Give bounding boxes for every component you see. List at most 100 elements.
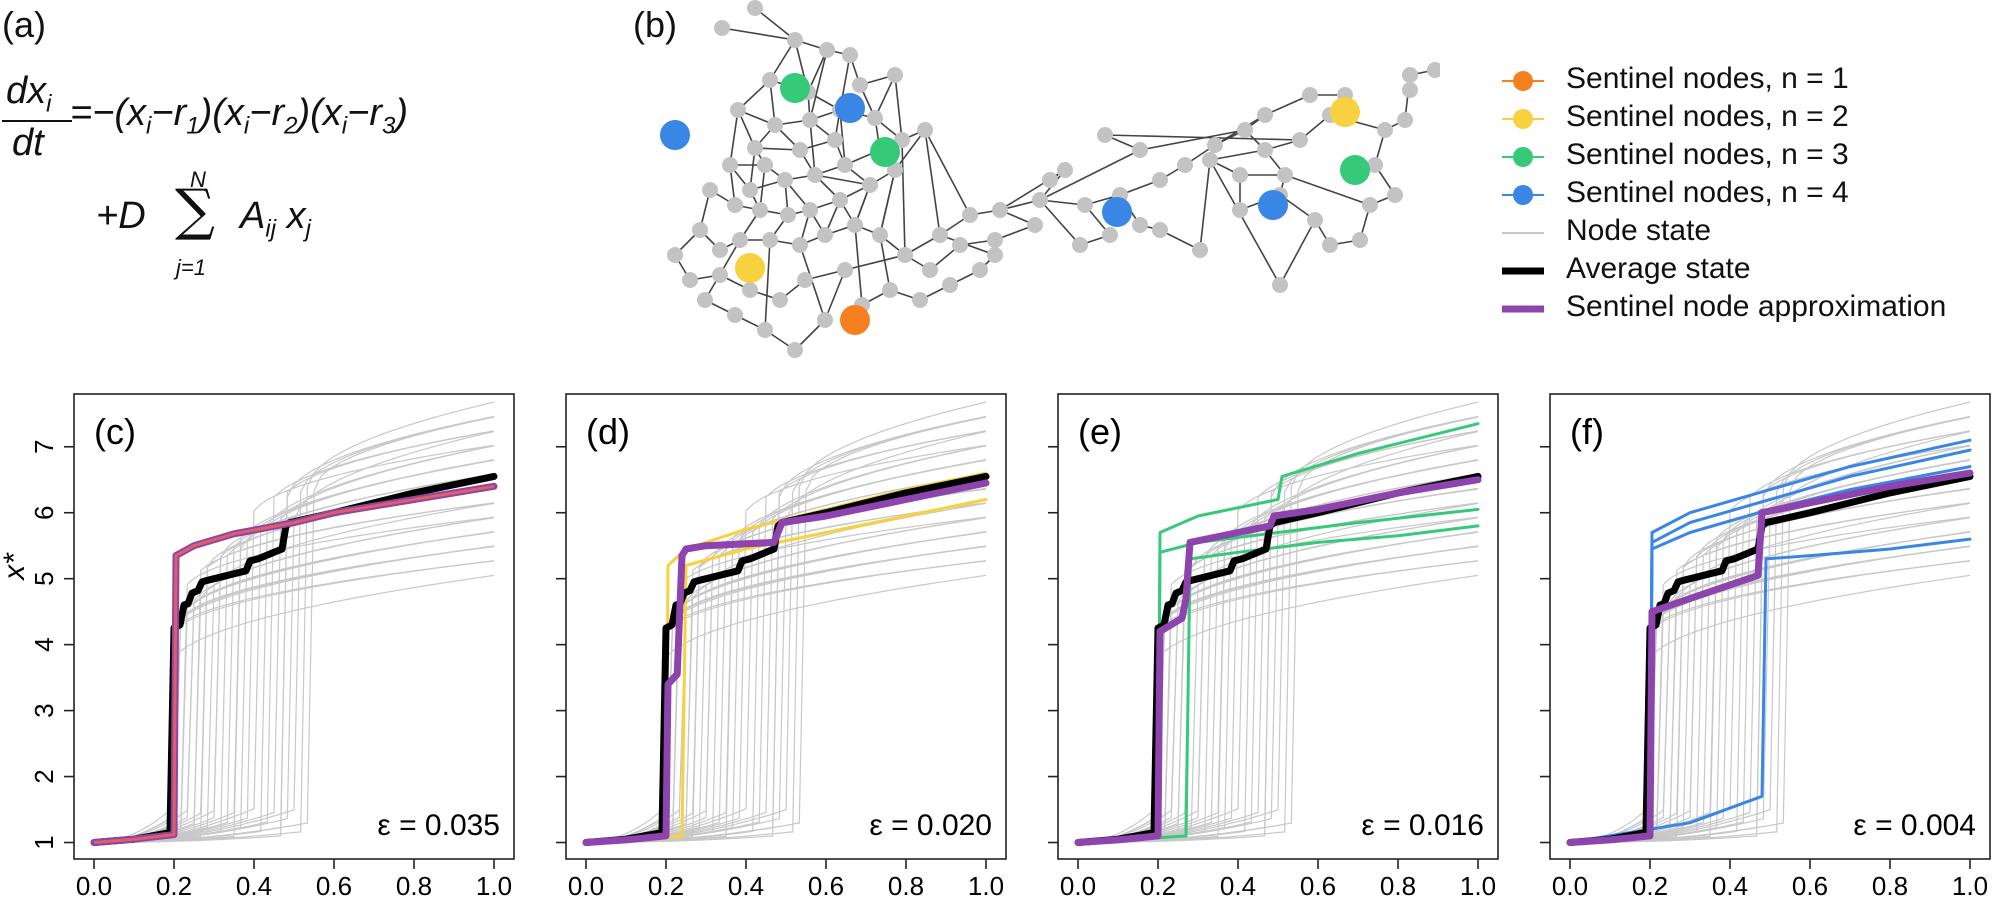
x-tick-label: 1.0: [1952, 871, 1988, 901]
network-node: [897, 247, 913, 263]
legend-line-icon: [1502, 305, 1544, 313]
network-node: [1387, 187, 1403, 203]
network-edge: [809, 119, 816, 176]
network-node: [1427, 62, 1440, 78]
x-tick-label: 0.8: [396, 871, 432, 901]
network-node: [777, 172, 793, 188]
sentinel-node: [1340, 155, 1370, 185]
network-node: [917, 122, 933, 138]
network-node: [742, 182, 758, 198]
x-tick-label: 0.2: [156, 871, 192, 901]
network-node: [1352, 232, 1368, 248]
network-node: [817, 227, 833, 243]
chart-panel-label: (d): [586, 411, 630, 452]
network-node: [1152, 222, 1168, 238]
network-node: [1302, 87, 1318, 103]
network-node: [972, 262, 988, 278]
node-state-line: [585, 546, 987, 844]
network-node: [762, 72, 778, 88]
chart-panel: 0.00.20.40.60.81.0D(e)ε = 0.016: [1048, 393, 1499, 904]
network-node: [1397, 112, 1413, 128]
network-node: [797, 272, 813, 288]
legend-item: Node state: [1500, 214, 2000, 250]
eq-line2-prefix: +D: [96, 195, 146, 237]
eq-sum-lower: j=1: [176, 255, 206, 280]
network-edge: [824, 269, 846, 321]
network-node: [1307, 212, 1323, 228]
network-edge: [1264, 94, 1311, 116]
network-edge: [1284, 174, 1371, 206]
series-line: [1566, 469, 1974, 846]
network-node: [1367, 157, 1383, 173]
series-line: [1074, 476, 1482, 846]
chart-panel-label: (f): [1570, 411, 1604, 452]
network-node: [872, 227, 888, 243]
x-tick-label: 0.6: [1792, 871, 1828, 901]
network-node: [882, 282, 898, 298]
sentinel-node: [735, 253, 765, 283]
network-node: [702, 182, 718, 198]
network-edge: [901, 139, 906, 256]
fraction-bar: [2, 120, 72, 122]
network-node: [697, 292, 713, 308]
sentinel-node: [870, 137, 900, 167]
node-state-line: [93, 560, 495, 844]
node-state-line: [1077, 531, 1479, 844]
network-node: [837, 262, 853, 278]
network-node: [1402, 67, 1418, 83]
network-edge: [1199, 159, 1211, 251]
epsilon-label: ε = 0.016: [1361, 809, 1484, 842]
network-node: [832, 192, 848, 208]
x-tick-label: 0.2: [1140, 871, 1176, 901]
node-state-line: [93, 546, 495, 844]
sentinel-node: [835, 93, 865, 123]
network-node: [1377, 122, 1393, 138]
legend-line-icon: [1502, 232, 1544, 234]
network-graph: [660, 0, 1440, 358]
eq-numerator: dxi: [6, 70, 52, 118]
network-edge: [1139, 129, 1246, 151]
x-tick-label: 0.4: [1220, 871, 1256, 901]
network-node: [692, 222, 708, 238]
network-node: [752, 202, 768, 218]
network-edge: [1279, 219, 1316, 286]
network-node: [722, 157, 738, 173]
network-edge: [1209, 159, 1281, 286]
legend-item: Sentinel nodes, n = 4: [1500, 176, 2000, 212]
legend-label: Sentinel nodes, n = 3: [1566, 138, 1849, 171]
network-node: [912, 292, 928, 308]
network-node: [682, 272, 698, 288]
node-state-line: [94, 416, 495, 844]
x-tick-label: 0.0: [1060, 871, 1096, 901]
y-tick-label: 6: [29, 505, 59, 519]
node-state-line: [93, 531, 495, 844]
network-node: [802, 202, 818, 218]
legend-marker-icon: [1502, 109, 1544, 129]
chart-panel: 0.00.20.40.60.81.0D(f)ε = 0.004: [1540, 393, 1991, 904]
x-tick-label: 0.6: [808, 871, 844, 901]
network-node: [762, 232, 778, 248]
panel-label-a: (a): [2, 4, 46, 45]
network-node: [1102, 227, 1118, 243]
eq-sum-upper: N: [190, 167, 206, 192]
legend-label: Sentinel nodes, n = 1: [1566, 62, 1849, 95]
chart-panel-label: (c): [94, 411, 136, 452]
network-node: [987, 232, 1003, 248]
network-node: [1277, 167, 1293, 183]
legend-marker-icon: [1502, 71, 1544, 91]
network-node: [887, 67, 903, 83]
network-node: [827, 132, 843, 148]
network-node: [732, 232, 748, 248]
node-state-line: [1569, 531, 1971, 844]
network-edge: [814, 174, 871, 186]
epsilon-label: ε = 0.020: [869, 809, 992, 842]
legend-item: Sentinel node approximation: [1500, 290, 2000, 326]
y-tick-label: 4: [29, 637, 59, 651]
panel-label-b: (b): [633, 4, 677, 45]
network-node: [1057, 162, 1073, 178]
network-node: [962, 207, 978, 223]
network-node: [952, 237, 968, 253]
sentinel-node: [1102, 197, 1132, 227]
network-node: [1072, 237, 1088, 253]
